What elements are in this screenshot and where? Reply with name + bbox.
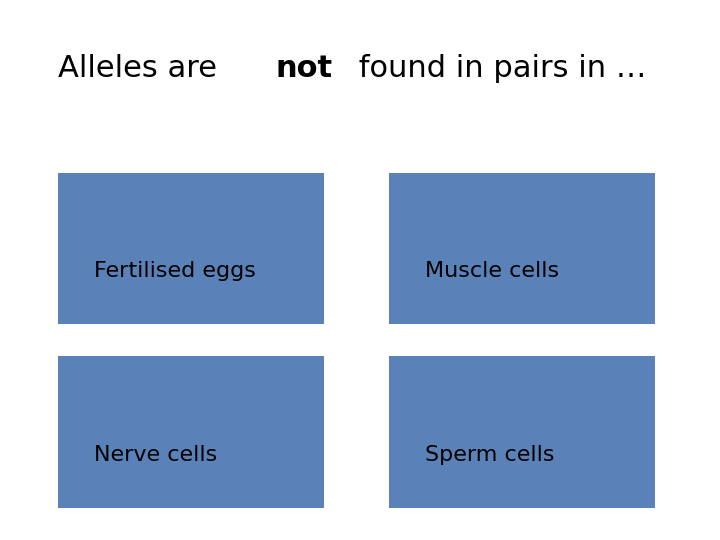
FancyBboxPatch shape: [389, 173, 655, 324]
Text: Alleles are: Alleles are: [58, 54, 226, 83]
Text: Nerve cells: Nerve cells: [94, 444, 217, 465]
Text: not: not: [275, 54, 333, 83]
FancyBboxPatch shape: [58, 173, 324, 324]
Text: Muscle cells: Muscle cells: [425, 261, 559, 281]
FancyBboxPatch shape: [58, 356, 324, 508]
Text: Sperm cells: Sperm cells: [425, 444, 554, 465]
Text: Fertilised eggs: Fertilised eggs: [94, 261, 256, 281]
FancyBboxPatch shape: [389, 356, 655, 508]
Text: found in pairs in …: found in pairs in …: [349, 54, 647, 83]
